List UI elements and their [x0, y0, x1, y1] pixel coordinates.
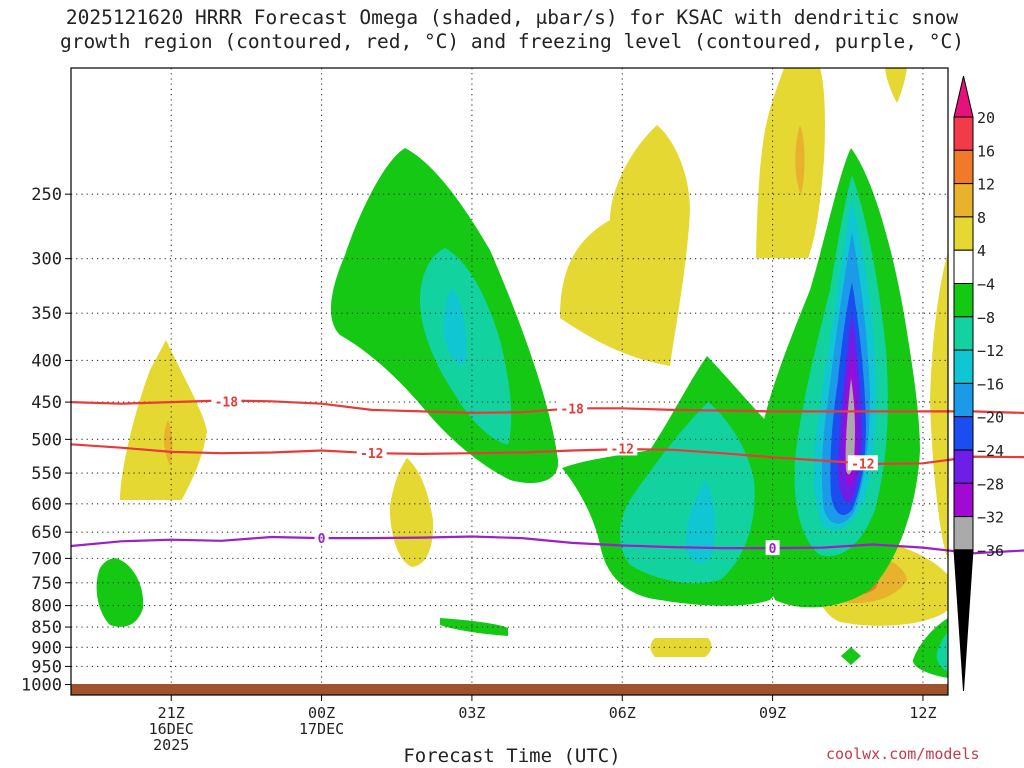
y-tick-label-950: 950	[31, 657, 62, 677]
colorbar-segment-10	[953, 449, 974, 484]
colorbar-segment-11	[953, 482, 974, 518]
colorbar-label-7: −12	[977, 342, 1004, 360]
omega-negative-region-s	[841, 647, 861, 665]
colorbar-segment-3	[953, 216, 974, 251]
colorbar-label-12: −32	[977, 509, 1004, 527]
y-tick-label-400: 400	[31, 351, 62, 371]
plot-frame	[70, 67, 949, 696]
colorbar-label-2: 12	[977, 176, 995, 194]
omega-negative-region-e	[440, 618, 508, 636]
omega-positive-region-l	[650, 638, 712, 657]
contour-label--18-1: -18	[560, 402, 584, 417]
credit-text: coolwx.com/models	[826, 745, 980, 763]
colorbar-label-11: −28	[977, 475, 1004, 493]
contour-label-bg--12-1	[607, 440, 638, 456]
x-tick-label-00Z: 00Z	[308, 704, 335, 722]
colorbar-label-5: −4	[977, 276, 995, 294]
colorbar-label-6: −8	[977, 309, 995, 327]
contour-label--12-0: -12	[360, 447, 383, 462]
ground-surface-bar	[71, 684, 948, 695]
omega-shading	[96, 68, 948, 678]
y-tick-label-300: 300	[31, 250, 62, 270]
colorbar-label-13: −36	[977, 542, 1004, 560]
colorbar-label-8: −16	[977, 375, 1004, 393]
x-tick-label-06Z: 06Z	[609, 704, 636, 722]
colorbar-segment-4	[953, 249, 974, 284]
omega-positive-region-e	[756, 68, 825, 258]
y-tick-label-500: 500	[31, 430, 62, 450]
colorbar-segment-1	[953, 149, 974, 185]
omega-positive-region-g	[885, 68, 907, 103]
x-axis-title: Forecast Time (UTC)	[403, 745, 621, 767]
y-tick-label-900: 900	[31, 638, 62, 658]
colorbar-label-3: 8	[977, 209, 986, 227]
colorbar-label-10: −24	[977, 442, 1004, 460]
colorbar-segment-8	[953, 382, 974, 418]
omega-negative-region-p	[845, 378, 855, 475]
y-tick-label-700: 700	[31, 549, 62, 569]
title-line-1: 2025121620 HRRR Forecast Omega (shaded, …	[65, 6, 959, 29]
y-tick-label-750: 750	[31, 574, 62, 594]
colorbar-segment-6	[953, 316, 974, 351]
x-tick-label-16DEC: 16DEC	[149, 720, 194, 738]
colorbar-label-0: 20	[977, 109, 995, 127]
x-tick-label-2025: 2025	[153, 736, 189, 754]
omega-negative-region-r	[936, 632, 948, 672]
colorbar-label-4: 4	[977, 242, 986, 260]
contour-label--12-1: -12	[611, 442, 634, 457]
y-tick-label-600: 600	[31, 495, 62, 515]
colorbar-segment-2	[953, 183, 974, 218]
colorbar-top-arrow	[953, 75, 974, 118]
x-tick-label-12Z: 12Z	[909, 704, 936, 722]
y-tick-label-850: 850	[31, 618, 62, 638]
colorbar-segment-0	[953, 116, 974, 151]
omega-positive-region-a	[120, 340, 207, 500]
contour-label-bg--12-2	[847, 455, 878, 471]
contour-label--12-2: -12	[851, 457, 874, 472]
y-tick-label-350: 350	[31, 304, 62, 324]
contour-labels: -18 -18 -12 -12 -12 0 0	[211, 393, 878, 557]
colorbar-segment-12	[953, 516, 974, 551]
contour-label-bg--18-0	[211, 393, 242, 409]
omega-positive-region-c	[389, 458, 434, 567]
colorbar-label-9: −20	[977, 409, 1004, 427]
contour-label-0-0: 0	[318, 532, 326, 547]
omega-negative-region-d	[443, 288, 467, 365]
x-tick-label-03Z: 03Z	[458, 704, 485, 722]
omega-positive-region-h	[930, 252, 948, 560]
y-tick-label-250: 250	[31, 185, 62, 205]
contour-line-0	[70, 535, 1024, 555]
colorbar: 20 16 12 8 4 −4 −8 −12 −16 −20 −24 −28 −32 −36	[953, 75, 1004, 692]
y-tick-label-650: 650	[31, 523, 62, 543]
contour-label-bg--12-0	[356, 445, 387, 461]
y-tick-label-550: 550	[31, 464, 62, 484]
title-line-2: growth region (contoured, red, °C) and f…	[60, 30, 964, 53]
y-tick-label-1000: 1000	[21, 676, 62, 696]
omega-positive-region-b	[163, 420, 173, 466]
omega-negative-region-h	[685, 480, 716, 564]
y-tick-label-450: 450	[31, 393, 62, 413]
colorbar-segment-9	[953, 416, 974, 451]
colorbar-segment-7	[953, 349, 974, 384]
x-tick-label-17DEC: 17DEC	[299, 720, 344, 738]
contour-label--18-0: -18	[215, 395, 239, 410]
contour-label-0-1: 0	[769, 542, 777, 557]
omega-positive-region-f	[795, 125, 805, 195]
omega-positive-region-d	[560, 125, 690, 366]
omega-negative-region-a	[96, 558, 144, 627]
y-tick-label-800: 800	[31, 597, 62, 617]
contour-label-bg--18-1	[557, 400, 588, 416]
x-tick-label-21Z: 21Z	[158, 704, 185, 722]
contour-label-bg-0-0	[314, 530, 329, 546]
y-axis-labels: 2503003504004505005506006507007508008509…	[21, 185, 71, 696]
colorbar-bottom-arrow	[953, 549, 974, 692]
colorbar-segment-5	[953, 283, 974, 318]
contour-label-bg-0-1	[765, 540, 780, 556]
omega-negative-region-g	[619, 402, 755, 584]
colorbar-label-1: 16	[977, 142, 995, 160]
chart-title: 2025121620 HRRR Forecast Omega (shaded, …	[0, 6, 1024, 54]
x-tick-label-09Z: 09Z	[759, 704, 786, 722]
